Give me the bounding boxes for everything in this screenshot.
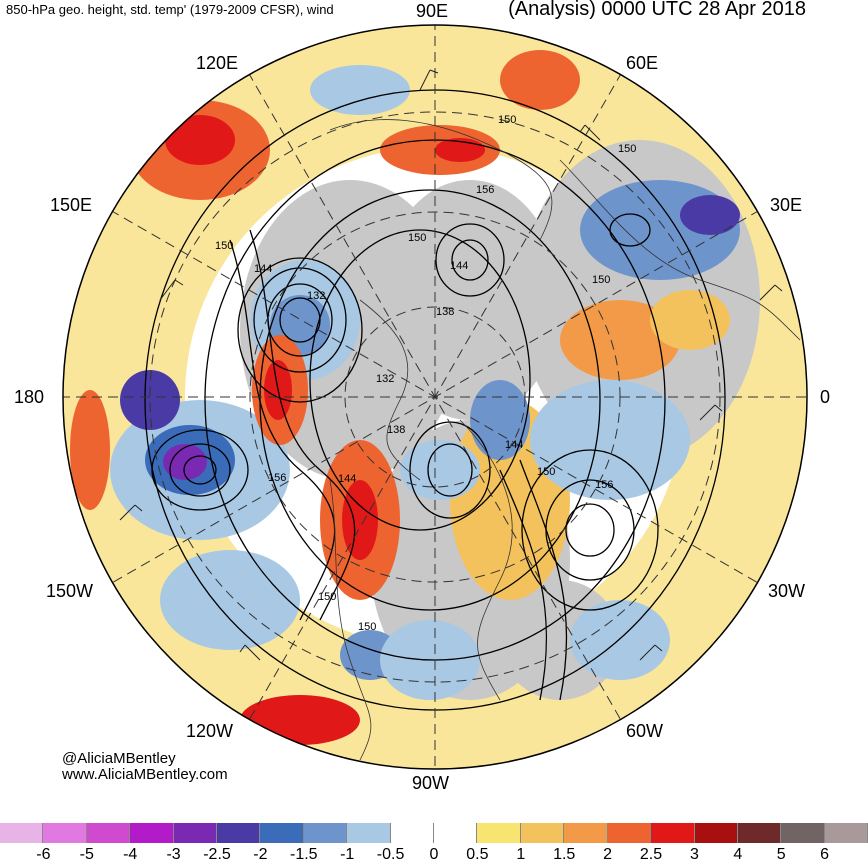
colorbar-tick-label: -2.5 <box>203 846 231 863</box>
colorbar-tick-label: 2.5 <box>639 846 663 863</box>
contour-label: 150 <box>592 274 610 286</box>
colorbar-tick-label: -5 <box>79 846 94 863</box>
colorbar-segment <box>86 823 131 843</box>
contour-label: 150 <box>618 143 636 155</box>
longitude-label-120w: 120W <box>186 721 234 741</box>
longitude-label-0: 0 <box>820 387 831 407</box>
longitude-label-180: 180 <box>14 387 45 407</box>
author-website: www.AliciaMBentley.com <box>62 766 228 783</box>
colorbar-segment <box>43 823 87 843</box>
longitude-label-90e: 90E <box>416 1 449 21</box>
contour-label: 156 <box>595 479 613 491</box>
colorbar-segment <box>607 823 652 843</box>
contour-label: 150 <box>215 240 233 252</box>
contour-label: 132 <box>307 290 325 302</box>
contour-label: 144 <box>505 439 523 451</box>
colorbar-tick-label: 3 <box>689 846 699 863</box>
colorbar-segment <box>434 823 478 843</box>
colorbar-segment <box>477 823 521 843</box>
temperature-anomaly-colorbar <box>0 823 868 843</box>
colorbar-tick-label: 6 <box>820 846 830 863</box>
colorbar-segment <box>0 823 44 843</box>
colorbar-tick-label: -0.5 <box>376 846 405 863</box>
wind-barbs <box>119 69 783 661</box>
contour-label: 138 <box>436 306 454 318</box>
colorbar-tick-label: -2 <box>253 846 268 863</box>
colorbar-tick-label: 1.5 <box>553 846 576 863</box>
polar-stereographic-map: 150 150 156 150 144 150 144 132 138 132 … <box>62 24 808 770</box>
longitude-label-90w: 90W <box>412 773 450 793</box>
colorbar-segment <box>737 823 782 843</box>
contour-label: 150 <box>408 232 426 244</box>
longitude-label-60w: 60W <box>626 721 664 741</box>
contour-label: 150 <box>318 591 336 603</box>
colorbar-tick-labels: -6 -5 -4 -3 -2.5 -2 -1.5 -1 -0.5 0 0.5 1 1.5 2 2.5 3 4 5 6 <box>0 846 868 865</box>
longitude-label-30e: 30E <box>770 195 803 215</box>
analysis-time-title: (Analysis) 0000 UTC 28 Apr 2018 <box>508 0 806 20</box>
colorbar-tick-label: -1.5 <box>290 846 318 863</box>
contour-value-labels: 150 150 156 150 144 150 144 132 138 132 … <box>215 114 636 633</box>
contour-label: 150 <box>358 621 376 633</box>
colorbar-tick-label: 0 <box>429 846 439 863</box>
longitude-label-150e: 150E <box>50 195 93 215</box>
contour-label: 144 <box>254 263 272 275</box>
colorbar-tick-label: -1 <box>340 846 355 863</box>
colorbar-tick-label: 2 <box>603 846 613 863</box>
colorbar-segment <box>173 823 218 843</box>
colorbar-tick-label: -6 <box>36 846 51 863</box>
longitude-label-150w: 150W <box>46 581 94 601</box>
colorbar-tick-label: -4 <box>123 846 138 863</box>
longitude-label-30w: 30W <box>768 581 806 601</box>
colorbar-segment <box>564 823 608 843</box>
colorbar-tick-label: 4 <box>733 846 743 863</box>
colorbar-tick-label: 0.5 <box>466 846 489 863</box>
colorbar-segment <box>130 823 174 843</box>
contour-label: 138 <box>387 424 405 436</box>
colorbar-segment <box>651 823 695 843</box>
colorbar-tick-label: 1 <box>516 846 526 863</box>
contour-label: 144 <box>338 473 356 485</box>
colorbar-segment <box>217 823 261 843</box>
map-border <box>62 24 808 770</box>
graticule <box>63 25 807 769</box>
contour-label: 150 <box>537 466 555 478</box>
colorbar-segment <box>390 823 435 843</box>
map-title: 850-hPa geo. height, std. temp' (1979-20… <box>6 2 334 17</box>
author-handle: @AliciaMBentley <box>62 750 176 767</box>
colorbar-segment <box>303 823 348 843</box>
colorbar-segment <box>694 823 738 843</box>
colorbar-segment <box>260 823 304 843</box>
colorbar-tick-label: 5 <box>776 846 786 863</box>
contour-label: 156 <box>476 184 494 196</box>
contour-label: 132 <box>376 373 394 385</box>
colorbar-segment <box>520 823 565 843</box>
longitude-label-60e: 60E <box>626 53 659 73</box>
colorbar-segment <box>824 823 868 843</box>
colorbar-segment <box>347 823 391 843</box>
temperature-anomaly-shading <box>70 50 760 745</box>
contour-label: 150 <box>498 114 516 126</box>
contour-label: 156 <box>268 472 286 484</box>
colorbar-tick-label: -3 <box>166 846 181 863</box>
colorbar-segment <box>781 823 825 843</box>
contour-label: 144 <box>450 260 468 272</box>
longitude-label-120e: 120E <box>196 53 239 73</box>
